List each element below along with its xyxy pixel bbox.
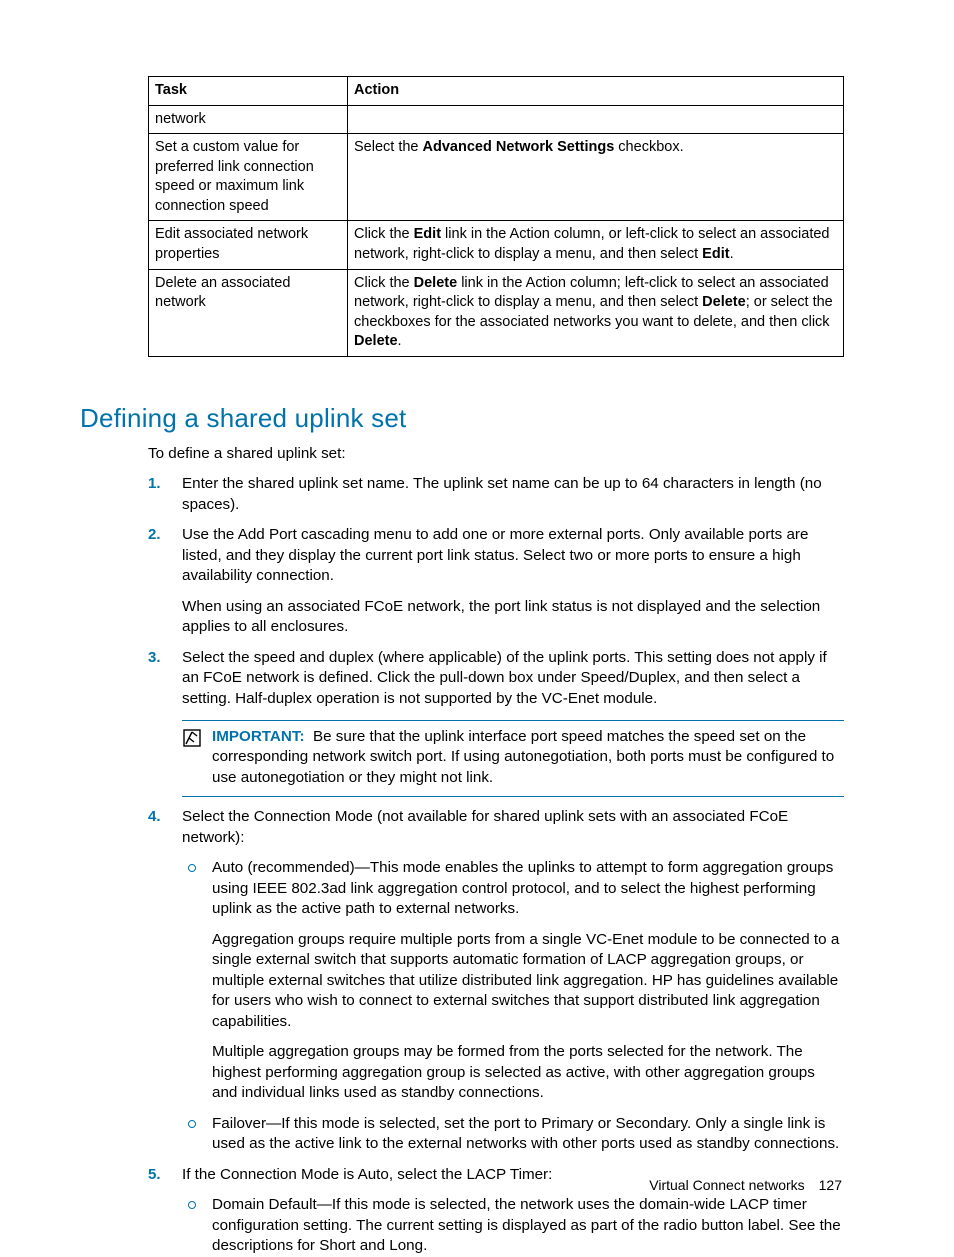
task-action-table: Task Action network Set a custom value f…: [148, 76, 844, 357]
body-content: To define a shared uplink set: Enter the…: [148, 444, 844, 1257]
callout-body: Be sure that the uplink interface port s…: [212, 728, 834, 786]
sub-text: Domain Default—If this mode is selected,…: [212, 1195, 844, 1257]
table-row: Set a custom value for preferred link co…: [149, 134, 844, 221]
task-cell: Edit associated network properties: [149, 221, 348, 269]
sub-text: Aggregation groups require multiple port…: [212, 930, 844, 1033]
action-cell: Click the Delete link in the Action colu…: [348, 269, 844, 356]
sub-item: Auto (recommended)—This mode enables the…: [182, 858, 844, 1104]
action-cell: Click the Edit link in the Action column…: [348, 221, 844, 269]
step-text: Enter the shared uplink set name. The up…: [182, 474, 844, 515]
task-cell: network: [149, 105, 348, 134]
task-cell: Set a custom value for preferred link co…: [149, 134, 348, 221]
step-text: Select the speed and duplex (where appli…: [182, 648, 844, 710]
task-cell: Delete an associated network: [149, 269, 348, 356]
sub-item: Failover—If this mode is selected, set t…: [182, 1114, 844, 1155]
step-item: Select the Connection Mode (not availabl…: [148, 807, 844, 1155]
section-heading: Defining a shared uplink set: [80, 401, 844, 436]
sub-list: Auto (recommended)—This mode enables the…: [182, 858, 844, 1155]
step-text: Use the Add Port cascading menu to add o…: [182, 525, 844, 587]
step-item: Use the Add Port cascading menu to add o…: [148, 525, 844, 638]
step-text: When using an associated FCoE network, t…: [182, 597, 844, 638]
note-icon: [182, 727, 212, 789]
footer-text: Virtual Connect networks: [649, 1177, 804, 1193]
callout-label: IMPORTANT:: [212, 728, 305, 745]
step-item: Enter the shared uplink set name. The up…: [148, 474, 844, 515]
sub-text: Multiple aggregation groups may be forme…: [212, 1042, 844, 1104]
sub-list: Domain Default—If this mode is selected,…: [182, 1195, 844, 1257]
table-header-row: Task Action: [149, 77, 844, 106]
page-footer: Virtual Connect networks 127: [649, 1176, 842, 1195]
table-row: network: [149, 105, 844, 134]
col-header-action: Action: [348, 77, 844, 106]
steps-list: Enter the shared uplink set name. The up…: [148, 474, 844, 1257]
page-number: 127: [819, 1177, 842, 1193]
col-header-task: Task: [149, 77, 348, 106]
sub-text: Auto (recommended)—This mode enables the…: [212, 858, 844, 920]
sub-text: Failover—If this mode is selected, set t…: [212, 1114, 844, 1155]
action-cell: [348, 105, 844, 134]
intro-text: To define a shared uplink set:: [148, 444, 844, 465]
table-row: Edit associated network properties Click…: [149, 221, 844, 269]
callout-text: IMPORTANT: Be sure that the uplink inter…: [212, 727, 844, 789]
document-page: Task Action network Set a custom value f…: [0, 0, 954, 1235]
step-text: Select the Connection Mode (not availabl…: [182, 807, 844, 848]
important-callout: IMPORTANT: Be sure that the uplink inter…: [182, 720, 844, 798]
sub-item: Domain Default—If this mode is selected,…: [182, 1195, 844, 1257]
table-row: Delete an associated network Click the D…: [149, 269, 844, 356]
step-item: Select the speed and duplex (where appli…: [148, 648, 844, 797]
action-cell: Select the Advanced Network Settings che…: [348, 134, 844, 221]
